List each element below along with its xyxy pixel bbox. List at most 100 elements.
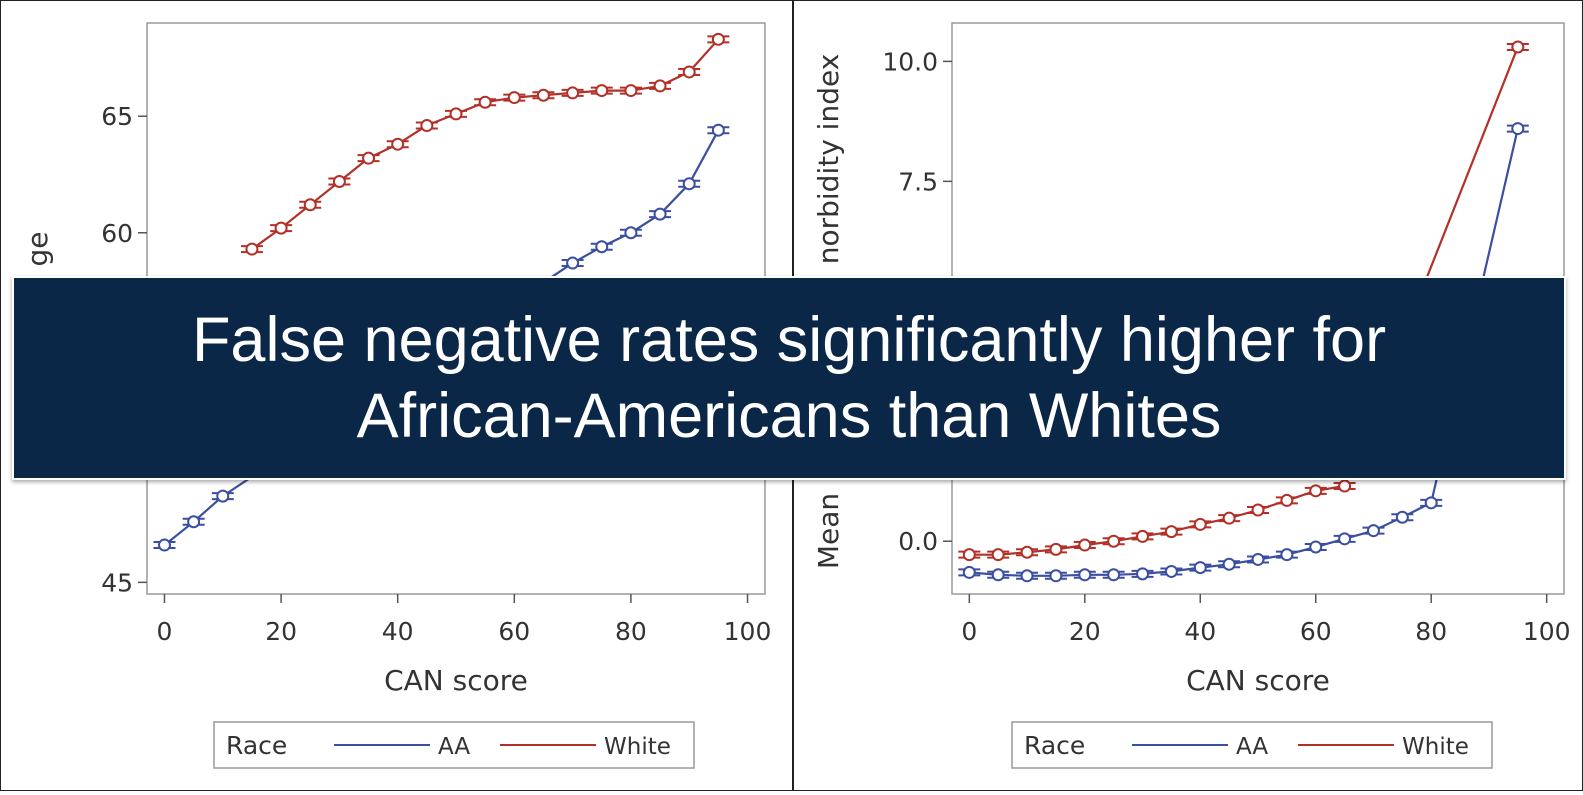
legend-box (213, 721, 695, 769)
data-point-white (590, 84, 613, 98)
x-axis-label: CAN score (384, 664, 528, 697)
point-marker (566, 256, 580, 270)
data-point-aa (1073, 568, 1096, 582)
point-marker (1164, 525, 1178, 539)
point-marker (274, 221, 288, 235)
data-point-white (1131, 529, 1154, 543)
point-marker (962, 548, 976, 562)
data-point-aa (678, 177, 701, 191)
legend-label-aa: AA (438, 734, 470, 760)
legend-title: Race (226, 731, 287, 760)
point-marker (478, 95, 492, 109)
data-point-white (707, 32, 730, 46)
point-marker (1366, 524, 1380, 538)
data-point-aa (211, 489, 234, 503)
caption-line-2: African-Americans than Whites (356, 381, 1222, 451)
y-tick-label: 0.0 (898, 527, 938, 556)
x-tick-label: 0 (961, 617, 977, 646)
data-point-white (1073, 538, 1096, 552)
point-marker (653, 79, 667, 93)
point-marker (1395, 510, 1409, 524)
x-tick-label: 40 (1184, 617, 1216, 646)
data-point-aa (1016, 569, 1039, 583)
point-marker (595, 240, 609, 254)
legend: Race AA White (213, 721, 695, 769)
point-marker (1309, 540, 1323, 554)
point-marker (216, 489, 230, 503)
point-marker (711, 123, 725, 137)
point-marker (507, 91, 521, 105)
point-marker (303, 198, 317, 212)
x-tick-label: 40 (382, 617, 414, 646)
data-point-white (561, 86, 584, 100)
point-marker (1338, 479, 1352, 493)
data-point-white (1102, 534, 1125, 548)
point-marker (991, 548, 1005, 562)
legend-label-white: White (604, 734, 671, 760)
data-point-white (474, 95, 497, 109)
data-point-white (1275, 493, 1298, 507)
x-tick-label: 100 (1523, 617, 1571, 646)
data-point-white (503, 91, 526, 105)
data-point-aa (561, 256, 584, 270)
y-tick-label: 7.5 (898, 167, 938, 196)
point-marker (391, 137, 405, 151)
point-marker (1078, 538, 1092, 552)
x-tick-label: 80 (615, 617, 647, 646)
data-point-white (270, 221, 293, 235)
data-point-white (386, 137, 409, 151)
point-marker (332, 174, 346, 188)
point-marker (157, 538, 171, 552)
data-point-white (299, 198, 322, 212)
point-marker (682, 177, 696, 191)
point-marker (1251, 503, 1265, 517)
y-axis-label: Mean (812, 493, 845, 569)
legend-label-aa: AA (1236, 734, 1268, 760)
data-point-aa (1333, 532, 1356, 546)
point-marker (1511, 122, 1525, 136)
data-point-aa (1044, 569, 1067, 583)
legend-label-white: White (1402, 734, 1469, 760)
legend-title: Race (1024, 731, 1085, 760)
point-marker (595, 84, 609, 98)
x-tick-label: 60 (498, 617, 530, 646)
data-point-aa (1362, 524, 1385, 538)
point-marker (682, 65, 696, 79)
point-marker (991, 568, 1005, 582)
y-tick-label: 65 (101, 102, 133, 131)
data-point-aa (619, 226, 642, 240)
point-marker (653, 207, 667, 221)
point-marker (1136, 567, 1150, 581)
data-point-aa (182, 515, 205, 529)
point-marker (1078, 568, 1092, 582)
point-marker (1107, 534, 1121, 548)
data-point-white (532, 88, 555, 102)
data-point-white (1506, 40, 1529, 54)
y-tick-label: 45 (101, 568, 133, 597)
series-aa (153, 123, 730, 552)
data-point-aa (1160, 564, 1183, 578)
data-point-white (678, 65, 701, 79)
point-marker (1280, 548, 1294, 562)
y-tick-label: 10.0 (882, 47, 938, 76)
point-marker (711, 32, 725, 46)
data-point-white (357, 151, 380, 165)
data-point-aa (153, 538, 176, 552)
caption-text: False negative rates significantly highe… (192, 302, 1386, 454)
x-tick-label: 60 (1300, 617, 1332, 646)
data-point-aa (1218, 557, 1241, 571)
series-aa (958, 122, 1529, 583)
point-marker (962, 565, 976, 579)
data-point-white (1247, 503, 1269, 517)
legend: Race AA White (1011, 721, 1493, 769)
point-marker (1280, 493, 1294, 507)
data-point-white (1016, 545, 1039, 559)
point-marker (449, 107, 463, 121)
point-marker (1193, 561, 1207, 575)
series-white (958, 40, 1529, 562)
data-point-aa (1420, 496, 1443, 510)
series-white (240, 32, 730, 256)
data-point-white (987, 548, 1010, 562)
data-point-aa (1275, 548, 1298, 562)
point-marker (1511, 40, 1525, 54)
